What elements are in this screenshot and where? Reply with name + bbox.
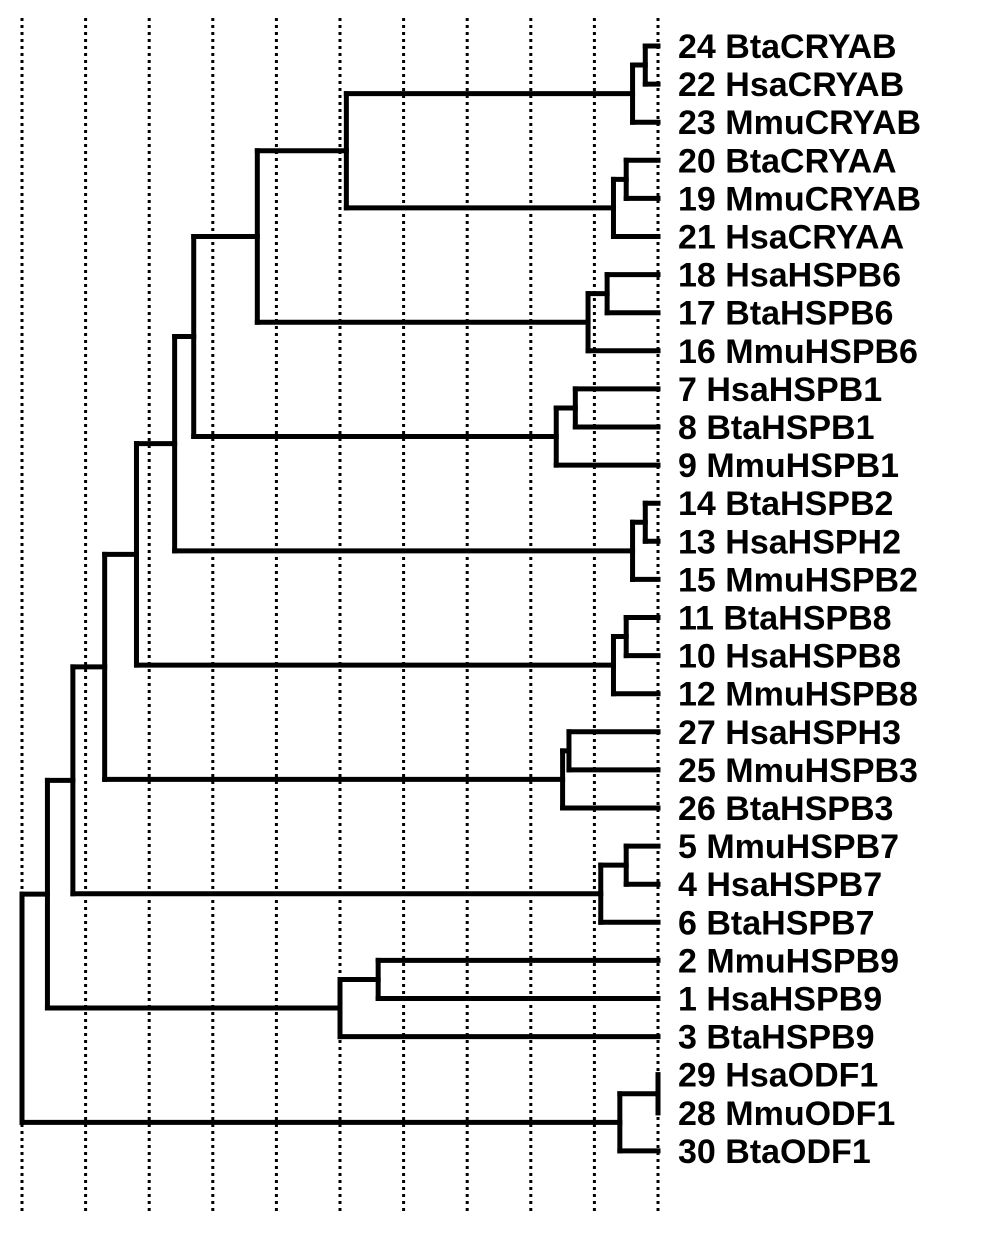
leaf-label-4: 4 HsaHSPB7 [678,866,882,904]
leaf-label-30: 30 BtaODF1 [678,1133,871,1171]
leaf-label-28: 28 MmuODF1 [678,1095,895,1133]
grid-lines [20,18,660,1212]
leaf-label-2: 2 MmuHSPB9 [678,942,899,980]
leaf-label-26: 26 BtaHSPB3 [678,790,893,828]
leaf-label-21: 21 HsaCRYAA [678,219,904,257]
leaf-label-5: 5 MmuHSPB7 [678,828,899,866]
leaf-label-13: 13 HsaHSPH2 [678,523,901,561]
tree-branches [19,43,661,1154]
leaf-label-19: 19 MmuCRYAB [678,180,921,218]
leaf-label-8: 8 BtaHSPB1 [678,409,875,447]
leaf-label-16: 16 MmuHSPB6 [678,333,918,371]
leaf-label-14: 14 BtaHSPB2 [678,485,893,523]
leaf-labels: 24 BtaCRYAB 22 HsaCRYAB 23 MmuCRYAB 20 B… [678,28,921,1171]
leaf-label-22: 22 HsaCRYAB [678,66,904,104]
leaf-label-23: 23 MmuCRYAB [678,104,921,142]
leaf-label-11: 11 BtaHSPB8 [678,600,892,638]
leaf-label-9: 9 MmuHSPB1 [678,447,899,485]
leaf-label-6: 6 BtaHSPB7 [678,904,875,942]
leaf-label-20: 20 BtaCRYAA [678,142,897,180]
leaf-label-24: 24 BtaCRYAB [678,28,897,66]
leaf-label-7: 7 HsaHSPB1 [678,371,882,409]
leaf-label-12: 12 MmuHSPB8 [678,676,918,714]
leaf-label-3: 3 BtaHSPB9 [678,1019,875,1057]
leaf-label-25: 25 MmuHSPB3 [678,752,918,790]
leaf-label-1: 1 HsaHSPB9 [678,981,882,1019]
leaf-label-29: 29 HsaODF1 [678,1057,878,1095]
leaf-label-17: 17 BtaHSPB6 [678,295,893,333]
leaf-label-18: 18 HsaHSPB6 [678,257,901,295]
leaf-label-27: 27 HsaHSPH3 [678,714,901,752]
leaf-label-10: 10 HsaHSPB8 [678,638,901,676]
leaf-label-15: 15 MmuHSPB2 [678,561,918,599]
